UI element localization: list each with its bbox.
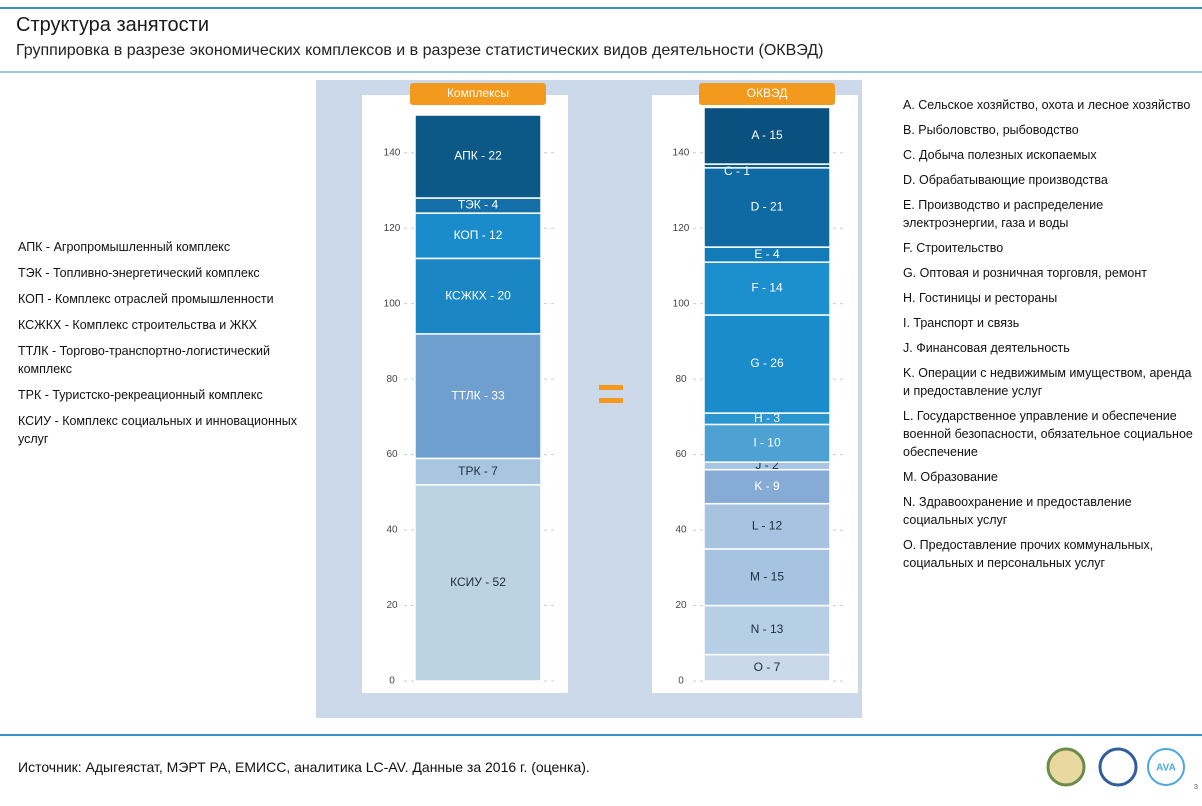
logo-text: AVA	[1156, 763, 1176, 774]
value-label: L - 12	[752, 518, 783, 532]
legend-item: ТЭК - Топливно-энергетический комплекс	[18, 266, 260, 280]
value-label: I - 10	[753, 435, 781, 449]
y-tick-label: 60	[386, 449, 398, 460]
value-label: G - 26	[750, 356, 784, 370]
bar-segment	[703, 502, 831, 550]
bar-segment	[703, 548, 831, 607]
category-label: Комплексы	[447, 86, 509, 100]
legend-item: E. Производство и распределение электроэ…	[903, 198, 1104, 230]
y-tick-label: 120	[673, 223, 690, 234]
y-tick-label: 20	[675, 600, 687, 611]
value-label: E - 4	[754, 247, 780, 261]
y-tick-label: 100	[673, 298, 690, 309]
legend-item: ТРК - Туристско-рекреационный комплекс	[18, 388, 263, 402]
source: Источник: Адыгеястат, МЭРТ РА, ЕМИСС, ан…	[18, 759, 590, 775]
value-label: ТЭК - 4	[458, 198, 499, 212]
legend-item: K. Операции с недвижимым имуществом, аре…	[903, 366, 1192, 398]
legend-item: M. Образование	[903, 470, 998, 484]
right-legend: A. Сельское хозяйство, охота и лесное хо…	[903, 96, 1193, 579]
y-tick-label: 80	[675, 374, 687, 385]
logo	[1147, 748, 1185, 786]
bar-segment	[703, 167, 831, 248]
value-label: F - 14	[751, 281, 783, 295]
y-tick-label: 120	[384, 223, 401, 234]
value-label: КСЖКХ - 20	[445, 288, 511, 302]
subtitle: Группировка в разрезе экономических комп…	[16, 42, 824, 59]
bar-segment	[414, 484, 542, 682]
legend-item: F. Строительство	[903, 241, 1004, 255]
legend-item: B. Рыболовство, рыбоводство	[903, 123, 1079, 137]
legend-item: G. Оптовая и розничная торговля, ремонт	[903, 266, 1148, 280]
y-tick-label: 80	[386, 374, 398, 385]
bar-segment	[414, 457, 542, 486]
page-number: 3	[1194, 784, 1198, 791]
bar-segment	[703, 423, 831, 463]
legend-item: ТТЛК - Торгово-транспортно-логистический…	[18, 344, 270, 376]
legend-item: C. Добыча полезных ископаемых	[903, 148, 1097, 162]
value-label: D - 21	[751, 200, 784, 214]
y-tick-label: 140	[673, 147, 690, 158]
logo	[1098, 747, 1138, 787]
category-label: ОКВЭД	[747, 86, 788, 100]
bar-segment	[703, 653, 831, 682]
legend-item: КОП - Комплекс отраслей промышленности	[18, 292, 274, 306]
y-tick-label: 40	[675, 525, 687, 536]
value-label: C - 1	[724, 164, 750, 178]
y-tick-label: 40	[386, 525, 398, 536]
legend-item: I. Транспорт и связь	[903, 316, 1020, 330]
y-tick-label: 0	[678, 676, 684, 687]
y-tick-label: 0	[389, 676, 395, 687]
legend-item: O. Предоставление прочих коммунальных, с…	[903, 538, 1154, 570]
equals-sign	[599, 398, 623, 403]
category-tag	[410, 83, 546, 105]
bar-segment	[703, 106, 831, 165]
value-label: КОП - 12	[454, 228, 503, 242]
logo	[1046, 747, 1086, 787]
legend-item: L. Государственное управление и обеспече…	[903, 409, 1193, 459]
value-label: A - 15	[751, 128, 783, 142]
legend-item: J. Финансовая деятельность	[903, 341, 1070, 355]
legend-item: H. Гостиницы и рестораны	[903, 291, 1058, 305]
left-legend: АПК - Агропромышленный комплекс ТЭК - Топ…	[18, 238, 313, 456]
bar-segment	[414, 333, 542, 460]
value-label: O - 7	[754, 660, 781, 674]
bar-segment	[414, 257, 542, 335]
y-tick-label: 60	[675, 449, 687, 460]
bar-segment	[703, 314, 831, 414]
legend-item: КСИУ - Комплекс социальных и инновационн…	[18, 414, 298, 446]
value-label: КСИУ - 52	[450, 575, 506, 589]
value-label: ТРК - 7	[458, 464, 498, 478]
legend-item: A. Сельское хозяйство, охота и лесное хо…	[903, 98, 1191, 112]
value-label: M - 15	[750, 569, 784, 583]
bar-segment	[703, 468, 831, 505]
value-label: H - 3	[754, 411, 780, 425]
value-label: ТТЛК - 33	[451, 388, 505, 402]
y-tick-label: 100	[384, 298, 401, 309]
title: Структура занятости	[16, 14, 209, 36]
equals-sign	[599, 385, 623, 390]
legend-item: N. Здравоохранение и предоставление соци…	[903, 495, 1132, 527]
value-label: N - 13	[751, 622, 784, 636]
bar-segment	[703, 604, 831, 656]
value-label: K - 9	[754, 479, 780, 493]
legend-item: КСЖКХ - Комплекс строительства и ЖКХ	[18, 318, 257, 332]
bar-segment	[414, 212, 542, 260]
value-label: АПК - 22	[454, 149, 502, 163]
legend-item: D. Обрабатывающие производства	[903, 173, 1108, 187]
y-tick-label: 20	[386, 600, 398, 611]
legend-item: АПК - Агропромышленный комплекс	[18, 240, 231, 254]
bar-segment	[414, 114, 542, 199]
y-tick-label: 140	[384, 147, 401, 158]
category-tag	[699, 83, 835, 105]
